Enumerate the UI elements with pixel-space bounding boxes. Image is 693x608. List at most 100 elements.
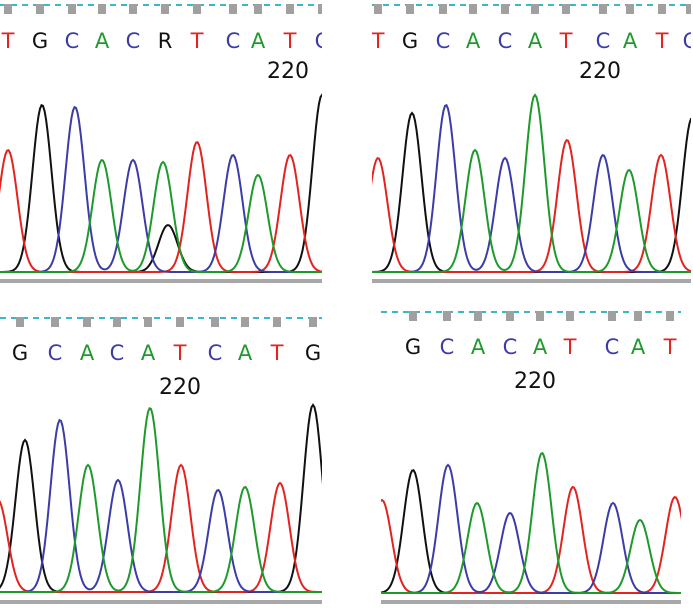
trace-A — [0, 159, 322, 273]
base-tick-mark — [566, 311, 574, 321]
base-call: C — [65, 29, 80, 53]
base-call: T — [283, 29, 297, 53]
base-call: A — [631, 335, 646, 359]
base-tick-mark — [98, 4, 106, 14]
base-call: A — [466, 29, 481, 53]
base-tick-mark — [626, 4, 634, 14]
base-tick-mark — [634, 311, 642, 321]
base-tick-mark — [211, 317, 219, 327]
base-call: A — [471, 335, 486, 359]
base-call: A — [95, 29, 110, 53]
position-label: 220 — [267, 59, 309, 84]
base-tick-mark — [144, 317, 152, 327]
base-tick-mark — [113, 317, 121, 327]
base-tick-mark — [562, 4, 570, 14]
base-call: A — [623, 29, 638, 53]
trace-C — [0, 418, 322, 593]
base-tick-mark — [16, 317, 24, 327]
base-tick-mark — [406, 4, 414, 14]
base-call: T — [1, 29, 15, 53]
base-call: A — [533, 335, 548, 359]
trace-A — [381, 451, 681, 594]
base-call: G — [32, 29, 48, 53]
trace-A — [0, 406, 322, 593]
base-call: T — [655, 29, 669, 53]
base-call: T — [173, 341, 187, 365]
base-tick-mark — [531, 4, 539, 14]
base-tick-mark — [374, 4, 382, 14]
scroll-bar — [0, 279, 322, 283]
position-label: 220 — [159, 375, 201, 400]
trace-A — [372, 93, 691, 273]
trace-C — [381, 463, 681, 594]
base-tick-mark — [318, 4, 322, 14]
base-call: C — [440, 335, 455, 359]
base-tick-mark — [193, 4, 201, 14]
base-call: C — [126, 29, 141, 53]
base-call: C — [498, 29, 513, 53]
base-tick-mark — [469, 4, 477, 14]
base-call: A — [238, 341, 253, 365]
base-tick-mark — [36, 4, 44, 14]
base-tick-mark — [474, 311, 482, 321]
base-tick-mark — [686, 4, 691, 14]
base-call: A — [528, 29, 543, 53]
base-call: R — [158, 29, 173, 53]
base-call: T — [559, 29, 573, 53]
base-tick-mark — [4, 4, 12, 14]
base-call: C — [605, 335, 620, 359]
base-call: G — [305, 341, 321, 365]
base-tick-mark — [658, 4, 666, 14]
base-tick-mark — [273, 317, 281, 327]
base-tick-mark — [501, 4, 509, 14]
base-tick-mark — [439, 4, 447, 14]
base-call: C — [110, 341, 125, 365]
scroll-bar — [0, 600, 322, 604]
base-tick-mark — [608, 311, 616, 321]
base-tick-mark — [51, 317, 59, 327]
base-tick-mark — [309, 317, 317, 327]
base-call: A — [251, 29, 266, 53]
base-call: T — [663, 335, 677, 359]
base-tick-mark — [83, 317, 91, 327]
base-call: T — [371, 29, 385, 53]
base-call: G — [12, 341, 28, 365]
base-call: C — [226, 29, 241, 53]
scroll-bar — [381, 600, 681, 604]
base-tick-mark — [254, 4, 262, 14]
base-tick-mark — [666, 311, 674, 321]
base-tick-mark — [68, 4, 76, 14]
trace-G — [0, 403, 322, 593]
base-call: A — [141, 341, 156, 365]
base-call: C — [315, 29, 330, 53]
base-tick-mark — [443, 311, 451, 321]
base-call: A — [80, 341, 95, 365]
base-tick-mark — [286, 4, 294, 14]
base-tick-mark — [176, 317, 184, 327]
trace-G — [0, 93, 322, 273]
base-call: C — [503, 335, 518, 359]
scroll-bar — [372, 279, 691, 283]
base-call: G — [405, 335, 421, 359]
base-tick-mark — [599, 4, 607, 14]
base-call: T — [563, 335, 577, 359]
base-tick-mark — [161, 4, 169, 14]
base-call: C — [48, 341, 63, 365]
base-call: G — [402, 29, 418, 53]
position-label: 220 — [514, 369, 556, 394]
base-call: C — [596, 29, 611, 53]
base-tick-mark — [409, 311, 417, 321]
base-tick-mark — [229, 4, 237, 14]
base-call: T — [190, 29, 204, 53]
base-call: C — [683, 29, 693, 53]
base-tick-mark — [129, 4, 137, 14]
position-label: 220 — [579, 59, 621, 84]
base-tick-mark — [506, 311, 514, 321]
base-call: C — [436, 29, 451, 53]
base-tick-mark — [536, 311, 544, 321]
